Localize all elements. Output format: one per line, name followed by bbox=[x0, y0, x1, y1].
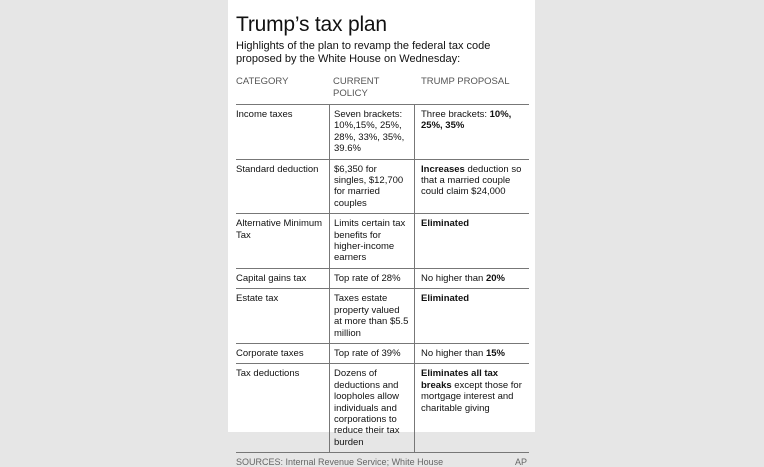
category-cell: Corporate taxes bbox=[236, 347, 304, 359]
table-row: Alternative Minimum Tax Limits certain ta… bbox=[236, 214, 529, 269]
current-policy-cell: Taxes estate property valued at more tha… bbox=[329, 289, 415, 343]
subtitle: Highlights of the plan to revamp the fed… bbox=[236, 40, 491, 65]
proposal-cell: Increases deduction so that a married co… bbox=[415, 160, 529, 214]
credit-text: AP bbox=[514, 457, 527, 467]
proposal-cell: No higher than 15% bbox=[415, 344, 529, 363]
proposal-bold-text: 15% bbox=[485, 347, 505, 359]
proposal-cell: Eliminated bbox=[415, 289, 529, 343]
proposal-bold-text: Increases bbox=[421, 163, 465, 175]
current-policy-cell: Dozens of deductions and loopholes allow… bbox=[329, 364, 415, 453]
proposal-text: No higher than bbox=[421, 272, 484, 284]
proposal-text: Three brackets: bbox=[421, 109, 487, 120]
category-cell: Alternative Minimum Tax bbox=[236, 218, 323, 241]
proposal-bold-text: Eliminated bbox=[421, 293, 470, 305]
table-row: Capital gains tax Top rate of 28% No highe… bbox=[236, 268, 529, 290]
table-row: Standard deduction $6,350 for singles, $1… bbox=[236, 159, 529, 215]
table-row: Estate tax Taxes estate property valued a… bbox=[236, 289, 529, 344]
current-policy-cell: $6,350 for singles, $12,700 for married … bbox=[329, 159, 415, 214]
current-policy-cell: Seven brackets: 10%,15%, 25%, 28%, 33%, … bbox=[329, 105, 415, 159]
category-cell: Income taxes bbox=[236, 109, 293, 120]
category-cell: Estate tax bbox=[236, 293, 279, 305]
table-row: Tax deductions Dozens of deductions and l… bbox=[236, 364, 529, 454]
current-policy-cell: Top rate of 39% bbox=[329, 343, 415, 364]
table-body: Income taxes Seven brackets: 10%,15%, 25%… bbox=[236, 105, 529, 454]
header-current-policy: CURRENT POLICY bbox=[333, 76, 380, 99]
header-trump-proposal: TRUMP PROPOSAL bbox=[421, 76, 510, 87]
proposal-cell: Eliminated bbox=[415, 214, 529, 268]
proposal-text: No higher than bbox=[421, 347, 484, 359]
infographic-card: Trump’s tax plan Highlights of the plan … bbox=[228, 0, 535, 467]
current-policy-cell: Limits certain tax benefits for higher-i… bbox=[329, 214, 415, 268]
proposal-bold-text: 10%, 25%, 35% bbox=[421, 109, 512, 132]
proposal-bold-text: Eliminated bbox=[421, 218, 470, 230]
category-cell: Standard deduction bbox=[236, 163, 319, 175]
category-cell: Tax deductions bbox=[236, 368, 300, 380]
footer: SOURCES: Internal Revenue Service; White… bbox=[236, 457, 529, 467]
proposal-cell: No higher than 20% bbox=[415, 269, 529, 288]
proposal-bold-text: Eliminates all tax breaks bbox=[421, 368, 499, 391]
sources-text: SOURCES: Internal Revenue Service; White… bbox=[236, 457, 444, 467]
proposal-bold-text: 20% bbox=[485, 272, 505, 284]
proposal-text: deduction so that a married couple could… bbox=[421, 163, 522, 198]
table-row: Income taxes Seven brackets: 10%,15%, 25%… bbox=[236, 105, 529, 160]
table-header: CATEGORY CURRENT POLICY TRUMP PROPOSAL bbox=[236, 76, 529, 105]
proposal-cell: Eliminates all tax breaks except those f… bbox=[415, 364, 529, 452]
header-category: CATEGORY bbox=[236, 76, 289, 87]
current-policy-cell: Top rate of 28% bbox=[329, 268, 415, 289]
page-title: Trump’s tax plan bbox=[236, 13, 387, 36]
category-cell: Capital gains tax bbox=[236, 272, 307, 284]
table-row: Corporate taxes Top rate of 39% No higher … bbox=[236, 343, 529, 365]
proposal-cell: Three brackets: 10%, 25%, 35% bbox=[415, 105, 529, 159]
proposal-text: except those for mortgage interest and c… bbox=[421, 379, 522, 414]
